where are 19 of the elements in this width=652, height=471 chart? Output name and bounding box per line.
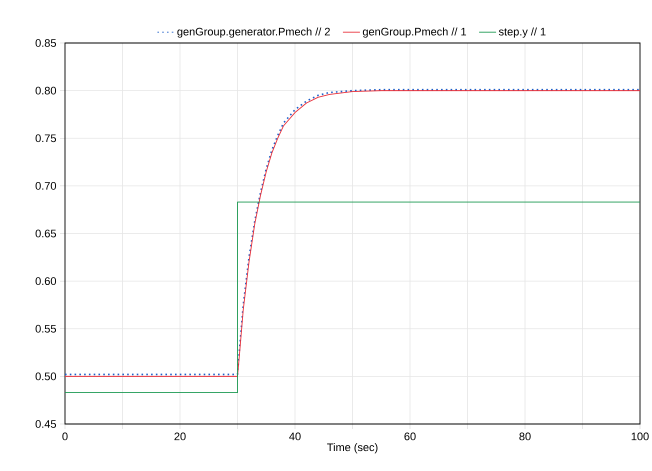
y-tick-label: 0.50 bbox=[36, 372, 56, 380]
x-tick-label: 80 bbox=[519, 432, 531, 440]
y-tick-label: 0.70 bbox=[36, 182, 56, 190]
x-tick-label: 40 bbox=[289, 432, 301, 440]
x-tick-label: 60 bbox=[404, 432, 416, 440]
x-tick-label: 20 bbox=[174, 432, 186, 440]
x-tick-label: 100 bbox=[632, 432, 649, 440]
y-tick-label: 0.60 bbox=[36, 277, 56, 286]
y-tick-label: 0.75 bbox=[36, 134, 56, 142]
legend-label: step.y // 1 bbox=[498, 27, 546, 38]
x-axis-title: Time (sec) bbox=[327, 443, 378, 454]
y-tick-label: 0.85 bbox=[36, 39, 56, 47]
y-tick-label: 0.55 bbox=[36, 324, 56, 333]
legend-label: genGroup.generator.Pmech // 2 bbox=[177, 27, 330, 38]
legend-label: genGroup.Pmech // 1 bbox=[362, 27, 466, 38]
x-tick-label: 0 bbox=[62, 432, 68, 440]
y-tick-label: 0.45 bbox=[36, 420, 56, 428]
y-tick-label: 0.80 bbox=[36, 86, 56, 95]
y-tick-label: 0.65 bbox=[36, 230, 56, 238]
